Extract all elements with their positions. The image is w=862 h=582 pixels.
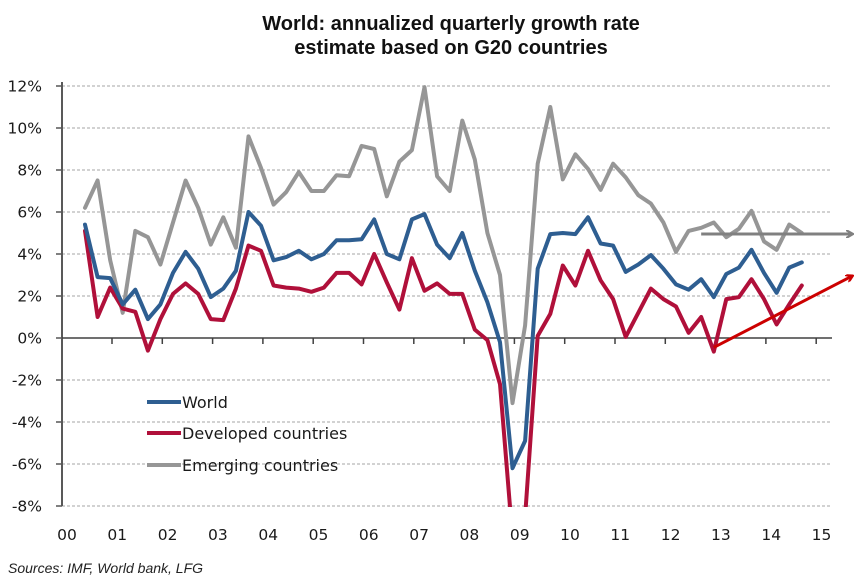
x-tick-label: 00	[57, 526, 77, 544]
y-tick-label: -8%	[12, 498, 42, 516]
y-tick-label: 8%	[17, 162, 42, 180]
source-note: Sources: IMF, World bank, LFG	[8, 560, 204, 576]
x-tick-label: 04	[258, 526, 278, 544]
x-tick-label: 12	[661, 526, 681, 544]
trend-arrows	[701, 234, 852, 349]
y-tick-label: -6%	[12, 456, 42, 474]
x-tick-label: 15	[812, 526, 832, 544]
series-line-developed-countries	[83, 228, 804, 507]
x-axis-tick-labels: 00 01 02 03 04 05 06 07 08 09 10 11 12 13 14 15	[57, 526, 831, 544]
y-tick-label: 4%	[17, 246, 42, 264]
chart-title: World: annualized quarterly growth rate …	[0, 12, 862, 60]
x-tick-label: 14	[761, 526, 781, 544]
y-tick-label: 0%	[17, 330, 42, 348]
x-tick-label: 13	[711, 526, 731, 544]
x-tick-label: 02	[158, 526, 178, 544]
axes	[61, 82, 832, 506]
developed-trend-arrow	[713, 276, 852, 349]
chart-title-line-1: World: annualized quarterly growth rate	[262, 13, 640, 35]
series-lines	[83, 85, 804, 507]
y-tick-label: -4%	[12, 414, 42, 432]
x-tick-label: 05	[309, 526, 329, 544]
y-tick-label: 6%	[17, 204, 42, 222]
x-tick-label: 01	[107, 526, 127, 544]
series-line-emerging-countries	[83, 85, 804, 406]
x-tick-label: 06	[359, 526, 379, 544]
y-axis-tick-labels: -8% -6% -4% -2% 0% 2% 4% 6% 8% 10% 12%	[8, 78, 42, 516]
x-tick-label: 08	[460, 526, 480, 544]
y-tick-label: 12%	[8, 78, 42, 96]
legend: World Developed countries Emerging countri…	[147, 393, 347, 475]
legend-label: Developed countries	[182, 424, 347, 443]
x-tick-label: 03	[208, 526, 228, 544]
x-tick-label: 10	[560, 526, 580, 544]
x-tick-label: 11	[610, 526, 630, 544]
y-tick-label: 10%	[8, 120, 42, 138]
y-tick-label: 2%	[17, 288, 42, 306]
chart-title-line-2: estimate based on G20 countries	[294, 37, 608, 59]
legend-label: World	[182, 393, 228, 412]
series-line-world	[83, 210, 804, 471]
y-tick-label: -2%	[12, 372, 42, 390]
x-tick-label: 09	[510, 526, 530, 544]
x-tick-label: 07	[409, 526, 429, 544]
legend-label: Emerging countries	[182, 456, 338, 475]
